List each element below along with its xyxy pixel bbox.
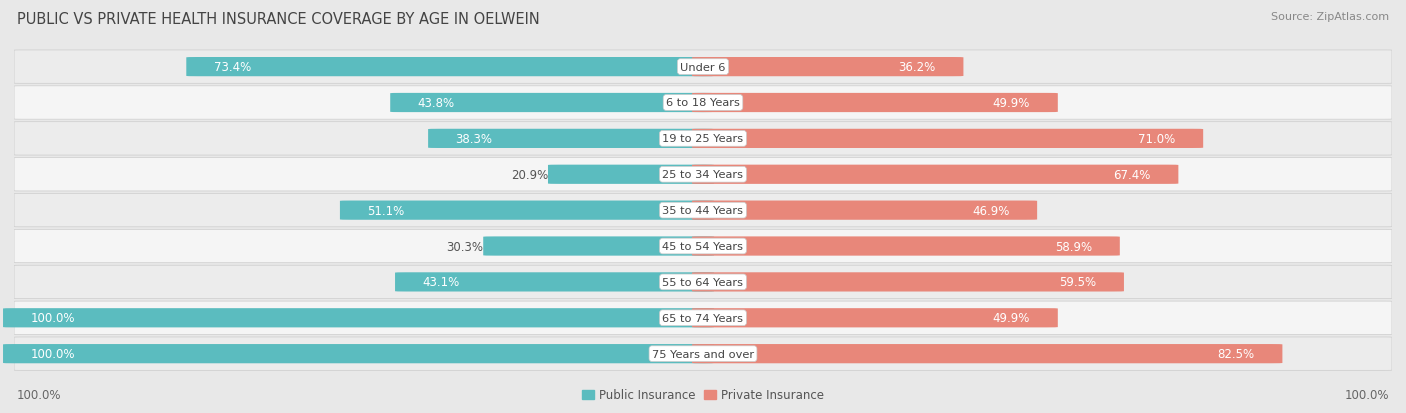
FancyBboxPatch shape (14, 337, 1392, 370)
Text: Source: ZipAtlas.com: Source: ZipAtlas.com (1271, 12, 1389, 22)
FancyBboxPatch shape (427, 129, 714, 149)
Text: Under 6: Under 6 (681, 62, 725, 72)
FancyBboxPatch shape (692, 129, 1204, 149)
Text: 82.5%: 82.5% (1218, 347, 1254, 360)
FancyBboxPatch shape (692, 309, 1057, 328)
FancyBboxPatch shape (692, 201, 1038, 220)
Text: 55 to 64 Years: 55 to 64 Years (662, 277, 744, 287)
Legend: Public Insurance, Private Insurance: Public Insurance, Private Insurance (582, 388, 824, 401)
Text: 6 to 18 Years: 6 to 18 Years (666, 98, 740, 108)
Text: 59.5%: 59.5% (1059, 276, 1097, 289)
Text: 67.4%: 67.4% (1114, 169, 1150, 181)
FancyBboxPatch shape (3, 344, 714, 363)
FancyBboxPatch shape (14, 301, 1392, 335)
Text: 100.0%: 100.0% (31, 311, 75, 325)
Text: 43.1%: 43.1% (423, 276, 460, 289)
FancyBboxPatch shape (692, 165, 1178, 185)
Text: 46.9%: 46.9% (972, 204, 1010, 217)
FancyBboxPatch shape (340, 201, 714, 220)
Text: 20.9%: 20.9% (510, 169, 548, 181)
FancyBboxPatch shape (14, 230, 1392, 263)
Text: 45 to 54 Years: 45 to 54 Years (662, 242, 744, 252)
Text: 25 to 34 Years: 25 to 34 Years (662, 170, 744, 180)
Text: 100.0%: 100.0% (17, 388, 62, 401)
Text: 65 to 74 Years: 65 to 74 Years (662, 313, 744, 323)
FancyBboxPatch shape (3, 309, 714, 328)
Text: 71.0%: 71.0% (1139, 133, 1175, 145)
FancyBboxPatch shape (692, 344, 1282, 363)
Text: 58.9%: 58.9% (1054, 240, 1092, 253)
FancyBboxPatch shape (14, 266, 1392, 299)
FancyBboxPatch shape (692, 58, 963, 77)
Text: 49.9%: 49.9% (993, 311, 1031, 325)
FancyBboxPatch shape (14, 87, 1392, 120)
Text: 100.0%: 100.0% (31, 347, 75, 360)
FancyBboxPatch shape (484, 237, 714, 256)
FancyBboxPatch shape (692, 273, 1123, 292)
FancyBboxPatch shape (395, 273, 714, 292)
FancyBboxPatch shape (14, 158, 1392, 192)
Text: 36.2%: 36.2% (898, 61, 936, 74)
Text: 73.4%: 73.4% (214, 61, 252, 74)
FancyBboxPatch shape (186, 58, 714, 77)
Text: 30.3%: 30.3% (446, 240, 484, 253)
Text: 100.0%: 100.0% (1344, 388, 1389, 401)
Text: PUBLIC VS PRIVATE HEALTH INSURANCE COVERAGE BY AGE IN OELWEIN: PUBLIC VS PRIVATE HEALTH INSURANCE COVER… (17, 12, 540, 27)
FancyBboxPatch shape (692, 237, 1119, 256)
FancyBboxPatch shape (548, 165, 714, 185)
Text: 43.8%: 43.8% (418, 97, 456, 110)
Text: 49.9%: 49.9% (993, 97, 1031, 110)
FancyBboxPatch shape (14, 122, 1392, 156)
Text: 38.3%: 38.3% (456, 133, 492, 145)
Text: 75 Years and over: 75 Years and over (652, 349, 754, 359)
FancyBboxPatch shape (692, 94, 1057, 113)
Text: 51.1%: 51.1% (367, 204, 405, 217)
FancyBboxPatch shape (14, 51, 1392, 84)
Text: 19 to 25 Years: 19 to 25 Years (662, 134, 744, 144)
Text: 35 to 44 Years: 35 to 44 Years (662, 206, 744, 216)
FancyBboxPatch shape (391, 94, 714, 113)
FancyBboxPatch shape (14, 194, 1392, 227)
